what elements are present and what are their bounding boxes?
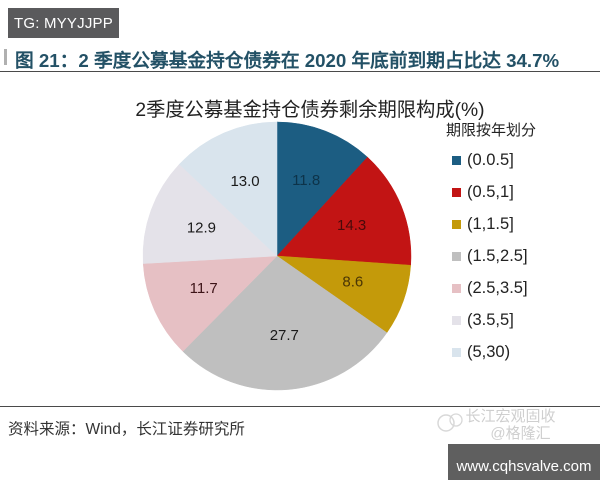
svg-text:11.7: 11.7: [190, 280, 218, 297]
svg-text:11.8: 11.8: [292, 172, 320, 189]
svg-text:8.6: 8.6: [342, 274, 363, 291]
svg-text:12.9: 12.9: [187, 219, 216, 236]
svg-text:27.7: 27.7: [270, 327, 299, 344]
svg-text:14.3: 14.3: [337, 217, 366, 234]
svg-text:13.0: 13.0: [230, 173, 259, 190]
